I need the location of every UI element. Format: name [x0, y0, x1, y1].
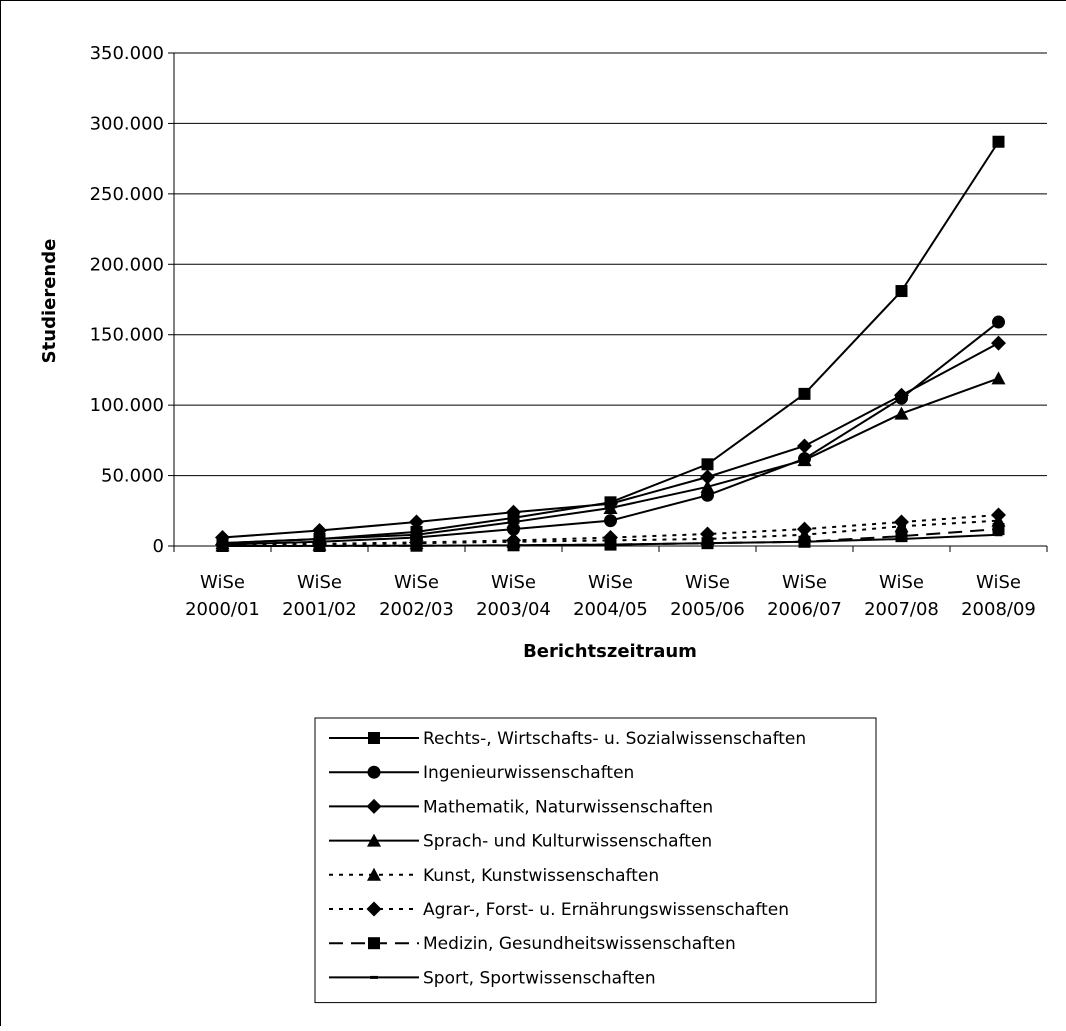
marker-triangle	[700, 531, 715, 545]
x-tick-label: WiSe 2002/03	[379, 572, 454, 620]
legend-entry: Agrar-, Forst- u. Ernährungswissenschaft…	[329, 900, 789, 920]
marker-circle	[604, 514, 617, 528]
marker-triangle	[991, 371, 1006, 385]
legend-label: Sprach- und Kulturwissenschaften	[423, 832, 712, 852]
marker-circle	[992, 315, 1005, 329]
legend-entry: Mathematik, Naturwissenschaften	[329, 797, 713, 817]
marker-square	[895, 285, 908, 298]
marker-diamond	[991, 335, 1006, 351]
marker-square	[410, 525, 423, 538]
marker-square	[895, 530, 908, 543]
legend-label: Kunst, Kunstwissenschaften	[423, 866, 659, 886]
marker-square	[798, 387, 811, 400]
y-axis-ticks: 0 50.000 100.000 150.000 200.000 250.000 300.0…	[90, 43, 174, 557]
y-tick-label: 150.000	[90, 325, 164, 346]
marker-square	[507, 511, 520, 524]
marker-triangle	[367, 833, 381, 847]
y-tick-label: 200.000	[90, 254, 164, 275]
marker-diamond	[409, 514, 424, 530]
marker-square	[368, 937, 380, 950]
legend-entry: Sport, Sportwissenschaften	[329, 968, 656, 988]
y-tick-label: 350.000	[90, 43, 164, 64]
legend-entry: Sprach- und Kulturwissenschaften	[329, 832, 712, 852]
marker-diamond	[797, 438, 812, 454]
marker-triangle	[700, 479, 715, 493]
legend-label: Ingenieurwissenschaften	[423, 763, 634, 783]
marker-square	[701, 458, 714, 471]
y-tick-label: 50.000	[101, 466, 164, 487]
x-tick-label: WiSe 2008/09	[961, 572, 1036, 620]
data-series	[215, 135, 1006, 553]
x-tick-label: WiSe 2006/07	[767, 572, 842, 620]
marker-triangle	[797, 527, 812, 541]
legend-entry: Rechts-, Wirtschafts- u. Sozialwissensch…	[329, 729, 806, 749]
marker-circle	[701, 488, 714, 502]
axes	[173, 53, 1047, 547]
marker-dash	[370, 975, 378, 979]
y-tick-label: 100.000	[90, 395, 164, 416]
marker-triangle	[367, 867, 381, 881]
series-rechts-wirtschafts-u-sozialwissenschaften	[216, 135, 1005, 550]
legend-entry: Kunst, Kunstwissenschaften	[329, 866, 659, 886]
y-axis-title: Studierende	[39, 239, 60, 364]
marker-triangle	[991, 513, 1006, 527]
x-tick-label: WiSe 2005/06	[670, 572, 745, 620]
marker-square	[368, 732, 380, 744]
legend-label: Rechts-, Wirtschafts- u. Sozialwissensch…	[423, 729, 806, 749]
marker-circle	[798, 452, 811, 466]
marker-circle	[367, 765, 381, 779]
series-line	[222, 528, 999, 547]
legend-label: Agrar-, Forst- u. Ernährungswissenschaft…	[423, 900, 789, 920]
marker-circle	[507, 522, 520, 536]
y-tick-label: 300.000	[90, 113, 164, 134]
y-tick-label: 250.000	[90, 184, 164, 205]
marker-diamond	[700, 469, 715, 485]
marker-triangle	[894, 406, 909, 420]
marker-triangle	[894, 519, 909, 533]
x-axis-title: Berichtszeitraum	[523, 641, 697, 662]
x-tick-label: WiSe 2000/01	[185, 572, 260, 620]
x-axis-ticks: WiSe 2000/01 WiSe 2001/02 WiSe 2002/03 WiSe 200…	[173, 546, 1048, 620]
x-tick-label: WiSe 2001/02	[282, 572, 357, 620]
series-ingenieurwissenschaften	[216, 315, 1005, 552]
marker-diamond	[366, 798, 382, 814]
x-tick-label: WiSe 2003/04	[476, 572, 551, 620]
legend: Rechts-, Wirtschafts- u. Sozialwissensch…	[314, 717, 877, 1004]
marker-square	[313, 532, 326, 545]
legend-label: Medizin, Gesundheitswissenschaften	[423, 934, 736, 954]
marker-square	[992, 135, 1005, 148]
gridlines	[174, 52, 1047, 477]
y-tick-label: 0	[153, 536, 164, 557]
marker-circle	[895, 391, 908, 405]
legend-box	[314, 717, 877, 1004]
marker-triangle	[603, 533, 618, 547]
legend-entry: Medizin, Gesundheitswissenschaften	[329, 934, 736, 954]
marker-square	[604, 496, 617, 509]
marker-square	[216, 537, 229, 550]
marker-triangle	[506, 534, 521, 548]
marker-diamond	[366, 901, 382, 917]
x-tick-label: WiSe 2007/08	[864, 572, 939, 620]
legend-label: Mathematik, Naturwissenschaften	[423, 797, 713, 817]
legend-entry: Ingenieurwissenschaften	[329, 763, 634, 783]
legend-label: Sport, Sportwissenschaften	[423, 968, 656, 988]
series-line	[222, 141, 1000, 545]
x-tick-label: WiSe 2004/05	[573, 572, 648, 620]
